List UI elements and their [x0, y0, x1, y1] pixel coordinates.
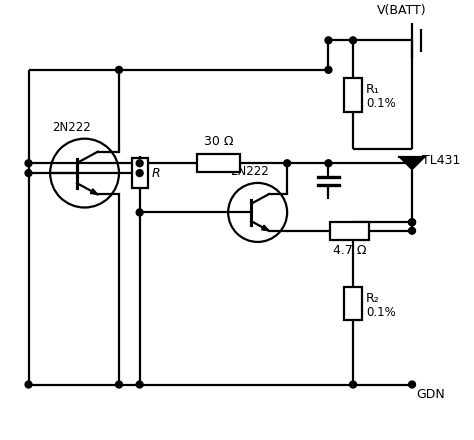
Circle shape: [325, 66, 332, 73]
Circle shape: [284, 160, 291, 167]
Circle shape: [325, 160, 332, 167]
Text: V(BATT): V(BATT): [377, 4, 427, 17]
Text: R₂: R₂: [366, 292, 380, 305]
Polygon shape: [91, 189, 98, 194]
Text: 0.1%: 0.1%: [366, 306, 396, 319]
Circle shape: [409, 227, 416, 234]
Text: GDN: GDN: [416, 389, 445, 401]
Text: TL431: TL431: [422, 154, 460, 167]
Bar: [197, 154, 240, 172]
Polygon shape: [399, 157, 425, 170]
Text: R₁: R₁: [366, 84, 380, 96]
Circle shape: [25, 170, 32, 176]
Circle shape: [350, 37, 356, 44]
Circle shape: [136, 209, 143, 216]
Text: 2N222: 2N222: [230, 165, 269, 178]
Circle shape: [325, 37, 332, 44]
Bar: [330, 222, 369, 239]
Bar: [344, 78, 362, 112]
Text: 30 Ω: 30 Ω: [203, 135, 233, 147]
Circle shape: [350, 381, 356, 388]
Circle shape: [136, 381, 143, 388]
Circle shape: [409, 219, 416, 226]
Bar: [344, 287, 362, 320]
Text: 4.7 Ω: 4.7 Ω: [333, 245, 366, 257]
Text: R: R: [152, 167, 160, 180]
Polygon shape: [262, 225, 269, 231]
Text: 0.1%: 0.1%: [366, 97, 396, 110]
Circle shape: [25, 160, 32, 167]
Circle shape: [409, 219, 416, 226]
Circle shape: [136, 160, 143, 167]
Circle shape: [409, 381, 416, 388]
Bar: [132, 158, 147, 188]
Text: 2N222: 2N222: [52, 121, 91, 134]
Circle shape: [116, 381, 122, 388]
Circle shape: [25, 381, 32, 388]
Circle shape: [116, 66, 122, 73]
Circle shape: [136, 170, 143, 176]
